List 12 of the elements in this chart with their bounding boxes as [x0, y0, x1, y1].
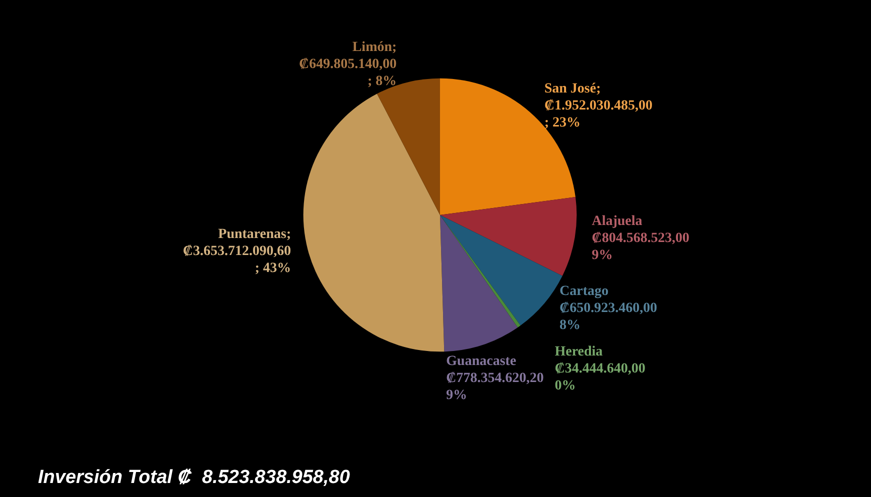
slice-label: Puntarenas; ₡3.653.712.090,60 ; 43%: [182, 226, 291, 276]
data-label: ₡650.923.460,00 8%: [560, 300, 658, 333]
slice-label: San José; ₡1.952.030.485,00 ; 23%: [544, 82, 652, 131]
data-label: ₡34.444.640,00 0%: [554, 361, 646, 394]
slice-label: Cartago: [560, 284, 609, 299]
slice-label: Heredia: [554, 344, 603, 360]
data-label: ₡804.568.523,00 9%: [592, 231, 690, 264]
slice-label: Alajuela: [592, 214, 642, 230]
slice-label: Limón; ₡649.805.140,00 ; 8%: [299, 40, 397, 89]
data-label: ₡778.354.620,20 9%: [446, 370, 544, 403]
slice-label: Guanacaste: [446, 354, 516, 369]
text: Inversión Total ₡ 8.523.838.958,80: [38, 467, 350, 488]
